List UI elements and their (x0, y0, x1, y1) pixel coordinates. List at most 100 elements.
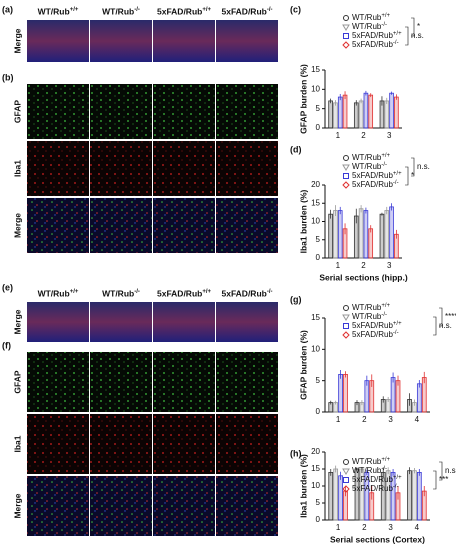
bar (337, 210, 343, 259)
y-tick-label: 10 (311, 344, 320, 353)
legend-label: 5xFAD/Rub+/+ (352, 475, 402, 485)
bar (328, 471, 334, 521)
bar (416, 471, 422, 521)
legend-marker (342, 485, 350, 493)
bar (368, 228, 374, 259)
y-tick-label: 0 (316, 515, 321, 524)
legend-marker (342, 164, 350, 171)
bar (384, 100, 390, 129)
bar (333, 102, 338, 129)
row-label: Merge (12, 493, 22, 518)
micrograph (216, 141, 278, 196)
panel-label: (b) (2, 72, 14, 82)
bar (338, 373, 343, 413)
legend-marker (343, 15, 349, 21)
micrograph (90, 302, 152, 342)
significance-bracket (411, 17, 415, 37)
x-axis-label: Serial sections (Cortex) (330, 534, 425, 544)
y-tick-label: 15 (311, 65, 320, 74)
legend-label: WT/Rub-/- (352, 162, 387, 172)
significance-label: * (411, 171, 414, 180)
bar (416, 383, 422, 413)
column-header: 5xFAD/Rub+/+ (157, 6, 212, 16)
legend-marker (343, 33, 349, 39)
bar (379, 213, 385, 259)
significance-label: n.s. (411, 31, 424, 40)
row-label: GFAP (12, 370, 22, 393)
bar (333, 210, 338, 259)
legend-label: 5xFAD/Rub+/+ (352, 31, 402, 41)
column-header: WT/Rub+/+ (38, 6, 79, 16)
y-tick-label: 15 (311, 198, 320, 207)
significance-label: **** (445, 312, 456, 321)
column-header: 5xFAD/Rub-/- (221, 288, 272, 298)
panel-label: (g) (290, 294, 302, 304)
row-label: Iba1 (12, 160, 22, 177)
significance-label: *** (439, 475, 448, 484)
micrograph (216, 352, 278, 412)
legend-label: 5xFAD/Rub-/- (352, 40, 399, 50)
panel-label: (h) (290, 448, 302, 458)
panel-label: (a) (2, 4, 13, 14)
micrograph (153, 352, 215, 412)
micrograph (216, 302, 278, 342)
significance-bracket (439, 307, 443, 327)
legend-label: 5xFAD/Rub-/- (352, 180, 399, 190)
legend-marker (342, 41, 350, 49)
x-tick-label: 2 (361, 131, 366, 140)
x-tick-label: 1 (336, 261, 341, 270)
legend-label: 5xFAD/Rub+/+ (352, 171, 402, 181)
row-label: Iba1 (12, 435, 22, 452)
x-tick-label: 2 (361, 261, 366, 270)
y-axis-label: Iba1 burden (%) (298, 189, 308, 253)
micrograph (90, 352, 152, 412)
x-tick-label: 1 (336, 415, 341, 424)
y-tick-label: 0 (316, 407, 321, 416)
bar (407, 470, 412, 521)
y-tick-label: 10 (311, 217, 320, 226)
y-axis-label: GFAP burden (%) (298, 64, 308, 134)
micrograph (90, 141, 152, 196)
legend-label: WT/Rub+/+ (352, 153, 391, 163)
significance-label: n.s. (417, 162, 430, 171)
micrograph (27, 302, 89, 342)
x-tick-label: 3 (387, 261, 392, 270)
row-label: GFAP (12, 100, 22, 123)
y-tick-label: 5 (316, 104, 321, 113)
x-axis-label: Serial sections (hipp.) (319, 272, 407, 282)
x-tick-label: 1 (336, 523, 341, 532)
micrograph (153, 20, 215, 62)
legend-marker (342, 181, 350, 189)
x-tick-label: 3 (388, 523, 393, 532)
legend-label: WT/Rub-/- (352, 466, 387, 476)
micrograph (27, 84, 89, 139)
legend-label: WT/Rub-/- (352, 22, 387, 32)
legend-marker (343, 173, 349, 179)
x-tick-label: 3 (388, 415, 393, 424)
micrograph (27, 20, 89, 62)
micrograph (216, 20, 278, 62)
bar (368, 94, 374, 129)
x-tick-label: 4 (415, 415, 420, 424)
micrograph (90, 414, 152, 474)
legend-marker (342, 331, 350, 339)
legend-marker (343, 323, 349, 329)
significance-bracket (433, 470, 437, 490)
x-tick-label: 2 (362, 523, 367, 532)
micrograph (216, 84, 278, 139)
bar (333, 468, 339, 521)
y-tick-label: 15 (311, 313, 320, 322)
significance-label: n.s. (445, 466, 456, 475)
y-tick-label: 15 (311, 464, 320, 473)
panel-label: (d) (290, 144, 302, 154)
bar (343, 373, 348, 413)
row-label: Merge (12, 213, 22, 238)
micrograph (153, 198, 215, 253)
legend-label: WT/Rub+/+ (352, 303, 391, 313)
micrograph (27, 476, 89, 536)
legend-label: 5xFAD/Rub-/- (352, 330, 399, 340)
y-tick-label: 10 (311, 481, 320, 490)
bar (338, 475, 343, 521)
legend-label: 5xFAD/Rub+/+ (352, 321, 402, 331)
column-header: 5xFAD/Rub+/+ (157, 288, 212, 298)
